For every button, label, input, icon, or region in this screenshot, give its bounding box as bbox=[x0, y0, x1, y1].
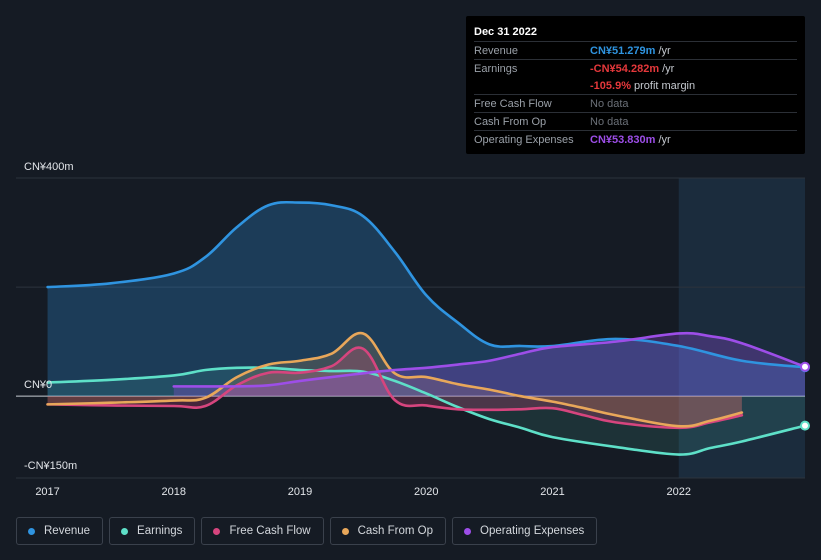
tooltip-row-operating-expenses: Operating Expenses CN¥53.830m /yr bbox=[474, 130, 797, 148]
tooltip-row-revenue: Revenue CN¥51.279m /yr bbox=[474, 41, 797, 59]
tooltip-row-earnings: Earnings -CN¥54.282m /yr bbox=[474, 59, 797, 77]
tooltip-value: No data bbox=[590, 115, 629, 128]
y-tick-label: -CN¥150m bbox=[24, 460, 77, 472]
legend-dot-icon bbox=[28, 527, 35, 535]
x-tick-label: 2021 bbox=[540, 486, 564, 498]
x-tick-label: 2018 bbox=[162, 486, 186, 498]
x-tick-label: 2022 bbox=[667, 486, 691, 498]
legend-label: Free Cash Flow bbox=[229, 525, 311, 537]
line-revenue bbox=[46, 200, 807, 369]
line-earnings bbox=[46, 366, 807, 456]
line-free-cash-flow bbox=[46, 346, 744, 430]
tooltip-row-cash-from-op: Cash From Op No data bbox=[474, 112, 797, 130]
chart-plot: CN¥400m CN¥0 -CN¥150m 2017 2018 2019 2020 2021 2… bbox=[16, 161, 810, 498]
legend-item-free-cash-flow[interactable]: Free Cash Flow bbox=[201, 517, 324, 545]
tooltip-unit: /yr bbox=[662, 62, 675, 75]
legend-label: Operating Expenses bbox=[480, 525, 585, 537]
legend-label: Earnings bbox=[137, 525, 183, 537]
tooltip-label: Cash From Op bbox=[474, 115, 547, 128]
line-cash-from-op bbox=[46, 331, 744, 428]
area-earnings bbox=[47, 367, 806, 455]
tooltip-value: No data bbox=[590, 97, 629, 110]
legend-dot-icon bbox=[213, 527, 221, 535]
y-tick-label: CN¥0 bbox=[24, 379, 52, 391]
tooltip-label: Revenue bbox=[474, 44, 519, 57]
chart-legend: Revenue Earnings Free Cash Flow Cash Fro… bbox=[16, 517, 598, 545]
tooltip-label: Earnings bbox=[474, 62, 518, 75]
endpoint-earnings bbox=[800, 420, 810, 431]
tooltip-unit: /yr bbox=[658, 44, 671, 57]
legend-item-operating-expenses[interactable]: Operating Expenses bbox=[452, 517, 598, 545]
x-tick-label: 2019 bbox=[288, 486, 312, 498]
chart-tooltip: Dec 31 2022 Revenue CN¥51.279m /yr Earni… bbox=[466, 16, 805, 154]
x-tick-label: 2020 bbox=[414, 486, 438, 498]
legend-item-revenue[interactable]: Revenue bbox=[16, 517, 104, 545]
tooltip-date: Dec 31 2022 bbox=[474, 26, 537, 38]
legend-dot-icon bbox=[341, 527, 349, 535]
legend-label: Revenue bbox=[44, 525, 91, 537]
tooltip-row-profit-margin: -105.9% profit margin bbox=[474, 77, 797, 94]
y-tick-label: CN¥400m bbox=[24, 161, 74, 173]
legend-dot-icon bbox=[121, 527, 129, 535]
tooltip-unit: profit margin bbox=[633, 79, 696, 92]
tooltip-value: CN¥53.830m bbox=[590, 133, 656, 146]
legend-item-cash-from-op[interactable]: Cash From Op bbox=[329, 517, 447, 545]
tooltip-unit: /yr bbox=[658, 133, 671, 146]
tooltip-value: -105.9% bbox=[590, 79, 631, 92]
line-operating-expenses bbox=[172, 331, 807, 388]
legend-item-earnings[interactable]: Earnings bbox=[109, 517, 196, 545]
area-revenue bbox=[47, 202, 806, 397]
endpoint-operating-expenses bbox=[800, 361, 810, 372]
highlight-region bbox=[678, 178, 805, 478]
legend-dot-icon bbox=[464, 527, 472, 535]
tooltip-value: -CN¥54.282m bbox=[590, 62, 660, 75]
x-tick-label: 2017 bbox=[35, 486, 59, 498]
tooltip-label: Free Cash Flow bbox=[474, 97, 552, 110]
tooltip-row-free-cash-flow: Free Cash Flow No data bbox=[474, 94, 797, 112]
area-operating-expenses bbox=[173, 333, 806, 397]
area-free-cash-flow bbox=[47, 347, 742, 428]
tooltip-label: Operating Expenses bbox=[474, 133, 574, 146]
legend-label: Cash From Op bbox=[357, 525, 434, 537]
tooltip-value: CN¥51.279m bbox=[590, 44, 656, 57]
